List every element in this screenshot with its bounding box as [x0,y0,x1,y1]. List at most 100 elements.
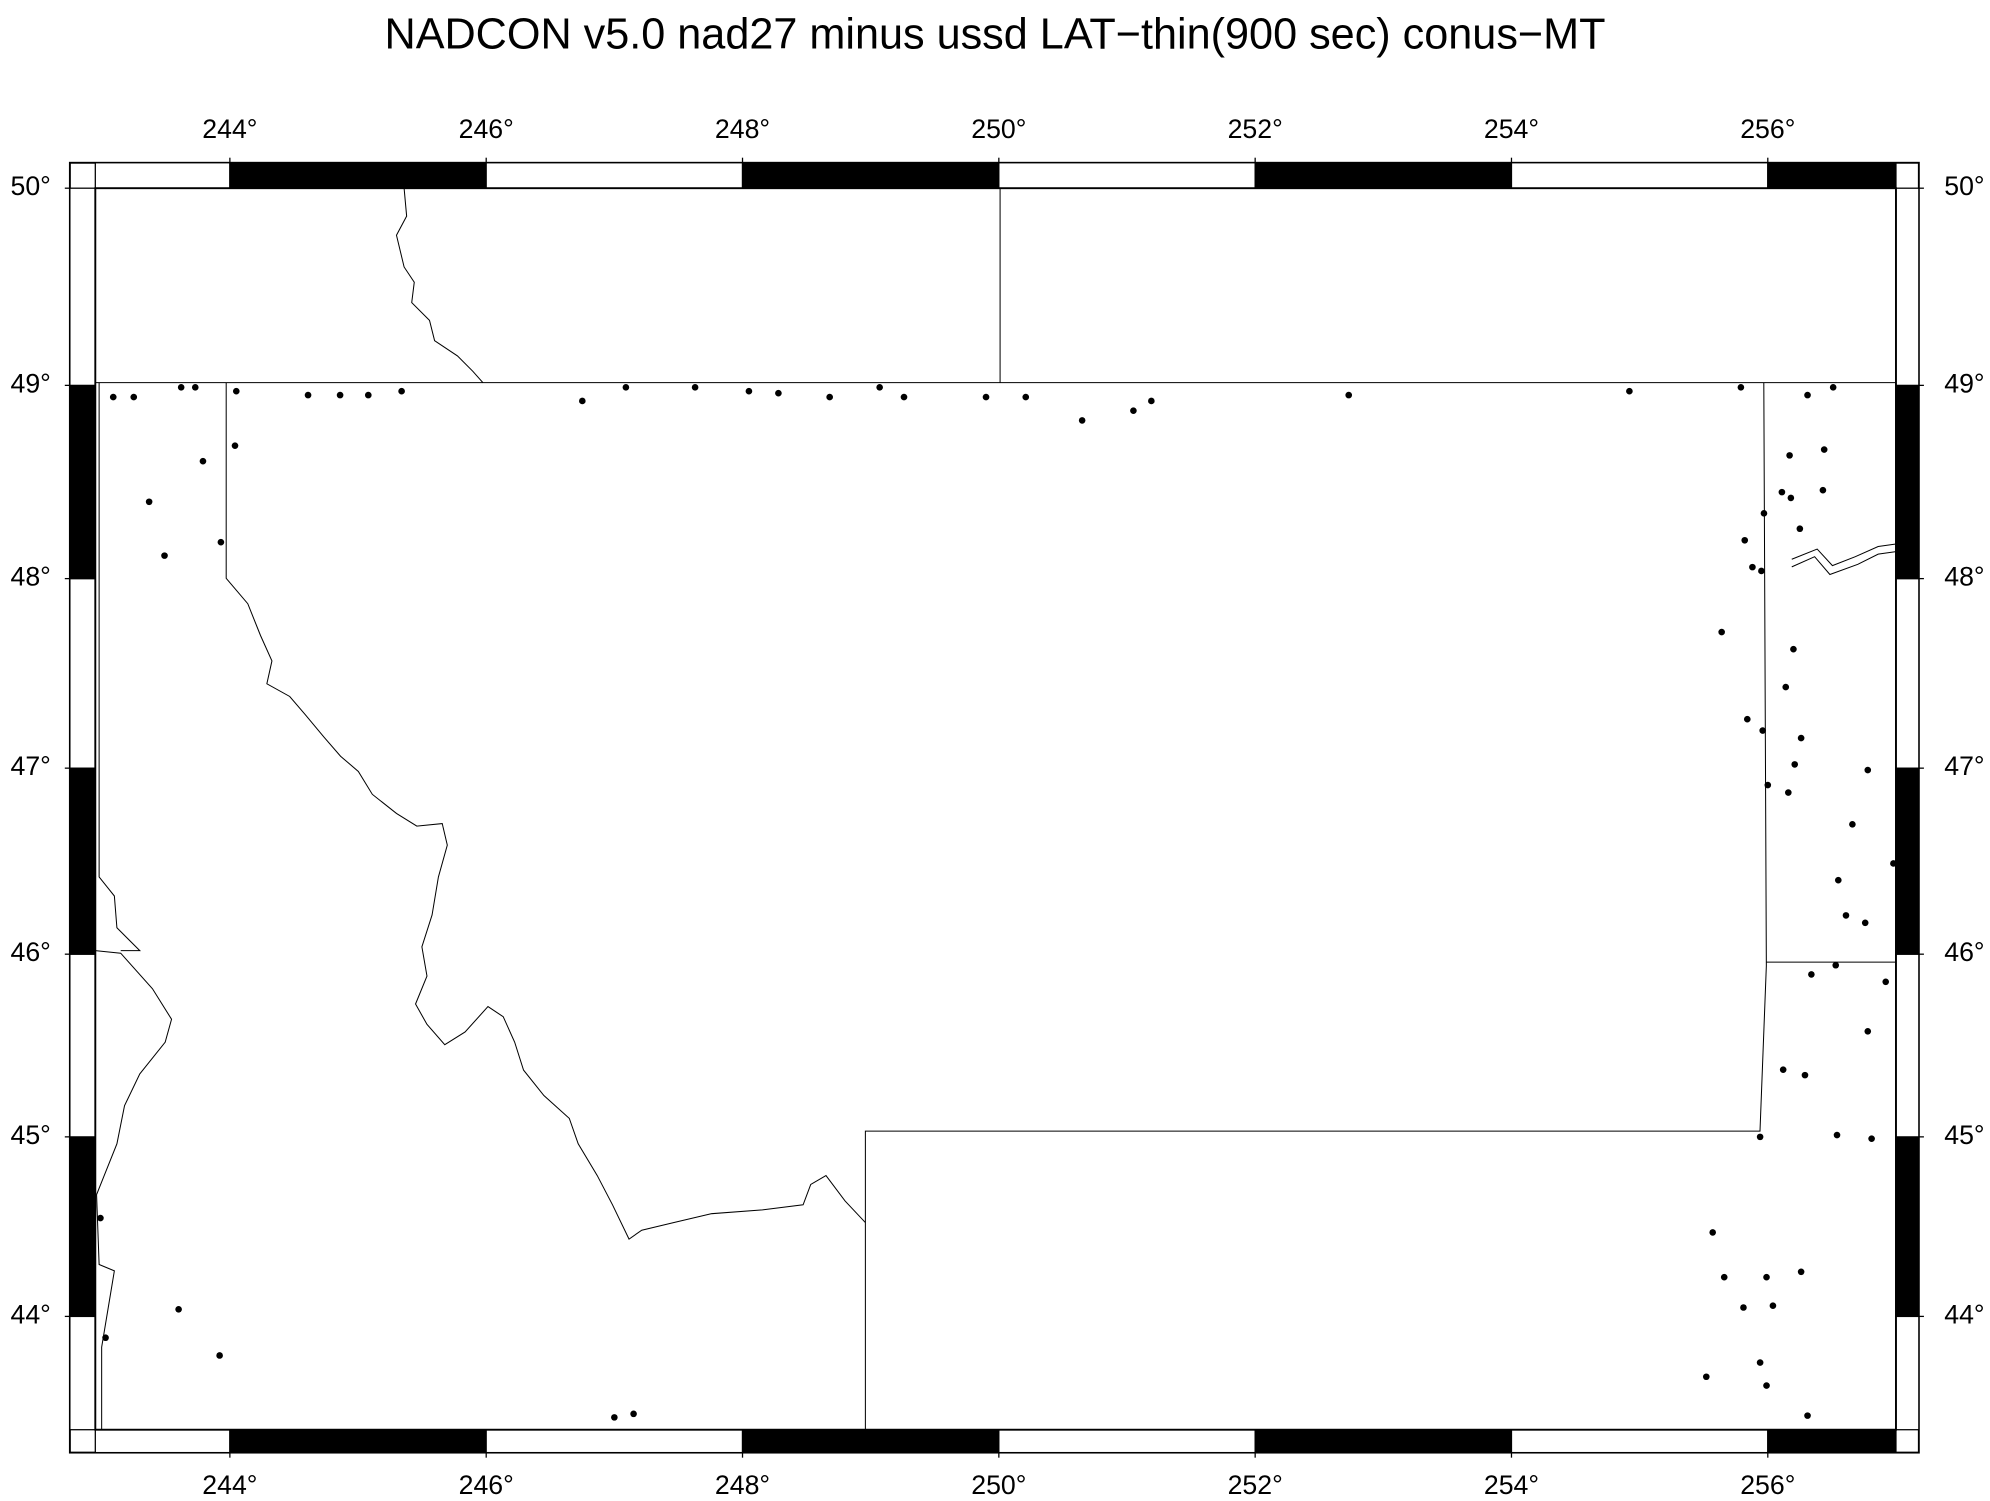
y-tick-label: 47° [10,751,50,781]
station-point [1801,1071,1809,1079]
station-point [1345,391,1353,399]
station-point [1890,860,1897,867]
station-point [175,1305,182,1313]
station-point [1702,1373,1710,1381]
station-point [1756,1133,1764,1141]
frame-strip [1254,1429,1513,1454]
station-point [1763,1273,1770,1281]
oregon-idaho-border [95,950,173,1430]
station-point [1022,393,1030,401]
station-point [231,442,239,449]
station-point [1861,919,1869,927]
station-point [177,384,185,391]
station-point [1820,446,1828,453]
station-point [876,384,883,391]
x-tick-label: 250° [971,1470,1026,1500]
lake-sakakawea [1791,543,1897,576]
x-tick-label: 244° [202,1470,257,1500]
frame-strip [69,767,96,955]
map-title: NADCON v5.0 nad27 minus ussd LAT−thin(90… [385,10,1606,58]
frame-strip [69,577,96,769]
station-point [336,391,344,399]
frame-strip [69,187,96,386]
station-point [1741,536,1749,544]
frame-strip [1895,1315,1920,1431]
station-point [232,387,240,395]
frame-strip [1895,577,1920,769]
x-tick-label: 252° [1228,114,1283,144]
frame-strip [229,1429,487,1454]
y-tick-label: 50° [10,171,50,201]
station-point [1791,761,1799,768]
station-point [1720,1273,1728,1281]
station-point [109,393,117,401]
frame-strip [1895,1136,1920,1318]
y-tick-label: 47° [1944,751,1984,781]
frame-strip [94,1429,231,1454]
x-tick-label: 256° [1740,1470,1795,1500]
station-point [145,498,153,506]
frame-strip [94,162,231,189]
station-point [1737,384,1745,391]
station-point [1797,734,1805,742]
station-point [102,1334,109,1342]
station-point [691,384,699,391]
frame-strip [998,1429,1256,1454]
idaho-montana-border [225,382,866,1240]
station-point [1718,628,1725,636]
frame-strip [1895,767,1920,955]
station-point [1756,1359,1764,1366]
station-point [1787,494,1795,502]
station-point [1796,525,1804,533]
frame-strip [69,1315,96,1431]
bc-alberta-border [395,188,484,383]
frame-strip [229,162,487,189]
station-point [1797,1268,1805,1276]
station-point [1709,1229,1716,1236]
station-point [161,552,168,559]
station-point [1849,821,1856,828]
frame-strip [1895,384,1920,580]
station-point [1749,563,1756,571]
station-point [1790,645,1797,653]
station-point [1808,971,1815,978]
station-point [1786,452,1793,459]
x-tick-label: 246° [459,1470,514,1500]
station-point [1759,727,1766,734]
frame-strip [1767,162,1897,189]
station-point [1832,961,1840,969]
x-tick-label: 248° [715,1470,770,1500]
y-tick-label: 46° [1944,937,1984,967]
frame-strip [485,1429,744,1454]
x-tick-label: 252° [1228,1470,1283,1500]
frame-strip [741,1429,1000,1454]
station-point [1882,978,1890,986]
station-point [1782,683,1790,691]
frame-strip [1254,162,1513,189]
y-tick-label: 44° [10,1299,50,1329]
wyoming-border [864,382,1767,1430]
station-point [1833,1131,1841,1139]
y-tick-label: 49° [10,368,50,398]
station-point [1779,1066,1787,1073]
station-point [1804,1412,1811,1419]
station-point [745,387,753,395]
y-tick-label: 49° [1944,368,1984,398]
frame-strip [1895,953,1920,1138]
station-point [1130,407,1137,415]
station-point [1758,567,1765,575]
y-tick-label: 48° [1944,562,1984,592]
frame-strip [1767,1429,1897,1454]
station-point [217,538,225,546]
y-tick-label: 45° [1944,1120,1984,1150]
station-point [1743,715,1751,723]
y-tick-label: 46° [10,937,50,967]
station-point [1763,1382,1770,1389]
station-point [630,1410,637,1418]
x-tick-label: 254° [1484,114,1539,144]
station-point [1626,387,1633,395]
frame-strip [69,384,96,580]
x-tick-label: 250° [971,114,1026,144]
y-tick-label: 48° [10,562,50,592]
